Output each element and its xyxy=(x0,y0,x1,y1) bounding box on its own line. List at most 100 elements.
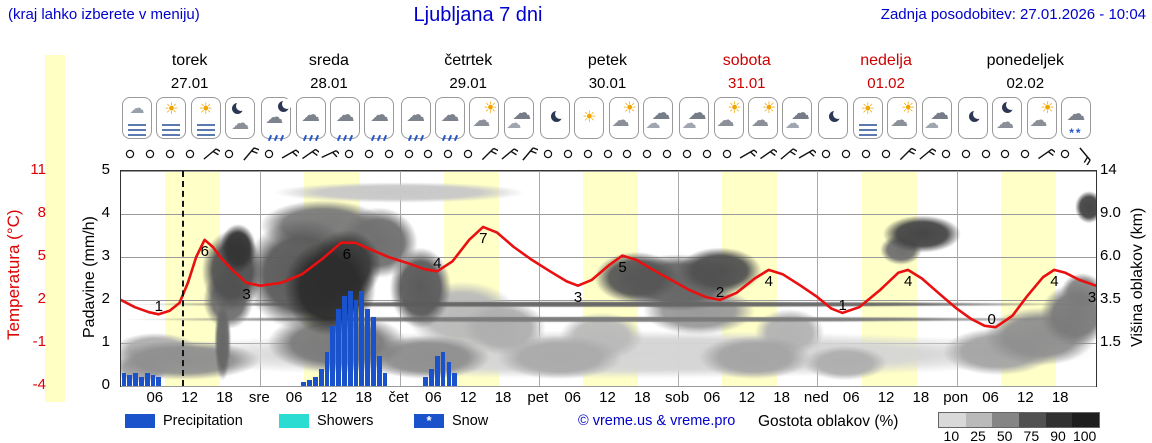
wind-calm-symbol xyxy=(598,143,618,165)
wind-calm-symbol xyxy=(140,143,160,165)
weather-icon-rain: ☁ xyxy=(364,97,395,142)
precip-axis-label: 5 xyxy=(101,161,110,178)
precipitation-bar xyxy=(313,377,318,386)
x-tick-label: 18 xyxy=(216,389,233,406)
day-date: 27.01 xyxy=(170,75,209,92)
weather-icon-rain: ☁ xyxy=(330,97,361,142)
wind-barb-symbol xyxy=(478,143,500,165)
x-tick-label: 18 xyxy=(633,389,651,406)
wind-barb-symbol xyxy=(1075,143,1095,166)
weather-icon-moon-rain: ☁ xyxy=(261,97,293,142)
current-time-line xyxy=(182,171,185,386)
precip-axis-label: 4 xyxy=(101,204,110,221)
temperature-axis-title: Temperatura (°C) xyxy=(4,209,23,341)
precipitation-bar xyxy=(127,375,133,386)
wind-calm-symbol xyxy=(1015,143,1035,165)
wind-calm-symbol xyxy=(219,143,239,165)
x-tick-day-label: pon xyxy=(943,389,969,406)
cloud-density-scale-segment xyxy=(939,413,966,427)
precipitation-bar xyxy=(133,373,138,386)
temp-point-label: 3 xyxy=(573,288,583,306)
precipitation-bar xyxy=(359,291,365,386)
day-name: nedelja xyxy=(860,52,912,69)
wind-calm-symbol xyxy=(120,143,140,165)
x-tick-label: 18 xyxy=(912,389,930,406)
cloud-density-scale-tick: 75 xyxy=(1023,428,1040,443)
wind-calm-symbol xyxy=(538,143,558,165)
wind-calm-symbol xyxy=(339,143,359,165)
x-tick-label: 06 xyxy=(425,389,442,406)
weather-icon-partly: ☀ ☁ xyxy=(1026,97,1057,139)
cloud-density-scale-tick: 50 xyxy=(996,428,1013,443)
temp-point-label: 4 xyxy=(764,272,774,290)
weather-icon-moon xyxy=(818,97,849,139)
x-tick-day-label: ned xyxy=(803,389,829,406)
wind-calm-symbol xyxy=(677,143,697,165)
weather-icon-moon xyxy=(539,97,570,139)
wind-barb-symbol xyxy=(896,143,918,165)
precipitation-legend-label: Precipitation xyxy=(163,413,243,429)
cloud-height-axis-label: 6.0 xyxy=(1100,247,1121,264)
wind-calm-symbol xyxy=(816,143,836,165)
day-header: sobota 31.01 xyxy=(677,52,816,96)
weather-icon-moon-cloud: ☁ xyxy=(225,97,256,139)
x-tick-day-label: čet xyxy=(388,389,409,406)
weather-icon-rain: ☁ xyxy=(295,97,326,142)
weather-icon-partly: ☀ ☁ xyxy=(887,97,918,139)
wind-barb-symbol xyxy=(757,143,779,165)
weather-icon-cloudy: ☁ ☁ xyxy=(782,97,813,139)
x-tick-day-label: pet xyxy=(527,389,549,406)
x-tick-label: 12 xyxy=(877,389,895,406)
cloud-density-scale-tick: 90 xyxy=(1050,428,1066,443)
x-tick-label: 06 xyxy=(842,389,860,406)
precipitation-bar xyxy=(423,377,429,386)
weather-icon-rain: ☁ xyxy=(434,97,465,142)
x-tick-label: 06 xyxy=(146,389,164,406)
wind-calm-symbol xyxy=(936,143,956,165)
precipitation-bar xyxy=(318,368,324,386)
cloud-density-scale-segment xyxy=(1045,413,1073,427)
temp-point-label: 0 xyxy=(987,311,996,329)
page-title: Ljubljana 7 dni xyxy=(413,4,543,26)
precipitation-bar xyxy=(121,373,127,386)
wind-calm-symbol xyxy=(876,143,896,165)
cloud-density-scale-segment xyxy=(1072,413,1100,427)
day-header: sreda 28.01 xyxy=(259,52,398,96)
wind-barb-symbol xyxy=(777,143,799,165)
temp-point-label: 3 xyxy=(1087,288,1097,306)
precipitation-bar xyxy=(307,379,312,386)
wind-barb-symbol xyxy=(200,143,222,165)
precipitation-bar xyxy=(446,362,452,386)
temp-point-label: 5 xyxy=(618,258,627,276)
day-date: 31.01 xyxy=(727,75,766,92)
weather-icon-cloudy: ☁ ☁ xyxy=(503,97,534,139)
temp-axis-label: 11 xyxy=(30,161,46,178)
credit-link[interactable]: © vreme.us & vreme.pro xyxy=(578,413,736,429)
weather-icon-sun: ☀ xyxy=(574,97,605,139)
cloud-density-scale-tick: 25 xyxy=(970,428,986,443)
weather-icon-cloud-moon: ☁ xyxy=(992,97,1023,139)
wind-barb-symbol xyxy=(299,143,322,165)
temp-point-label: 4 xyxy=(903,272,913,290)
day-date: 29.01 xyxy=(449,75,487,92)
temp-axis-label: 2 xyxy=(37,290,46,307)
wind-calm-symbol xyxy=(717,143,737,165)
precipitation-bar xyxy=(144,373,150,386)
precip-axis-label: 0 xyxy=(101,376,110,393)
x-tick-day-label: sre xyxy=(248,389,270,406)
meteogram-plot: 1 6 3 6 4 7 3 5 2 4 1 4 0 4 3 xyxy=(120,170,1097,387)
weather-icon-rain: ☁ xyxy=(400,97,431,142)
snow-legend-label: Snow xyxy=(452,413,489,429)
wind-calm-symbol xyxy=(617,143,637,165)
wind-calm-symbol xyxy=(1055,143,1075,165)
temp-point-label: 1 xyxy=(838,296,847,314)
precipitation-swatch xyxy=(125,414,155,428)
wind-barb-symbol xyxy=(796,143,819,165)
wind-barb-symbol xyxy=(1035,143,1058,165)
temp-axis-label: 5 xyxy=(37,247,46,264)
wind-barb-symbol xyxy=(518,143,540,165)
x-tick-label: 06 xyxy=(703,389,721,406)
wind-barb-symbol xyxy=(239,143,261,165)
weather-icon-partly: ☀ ☁ xyxy=(469,97,500,139)
